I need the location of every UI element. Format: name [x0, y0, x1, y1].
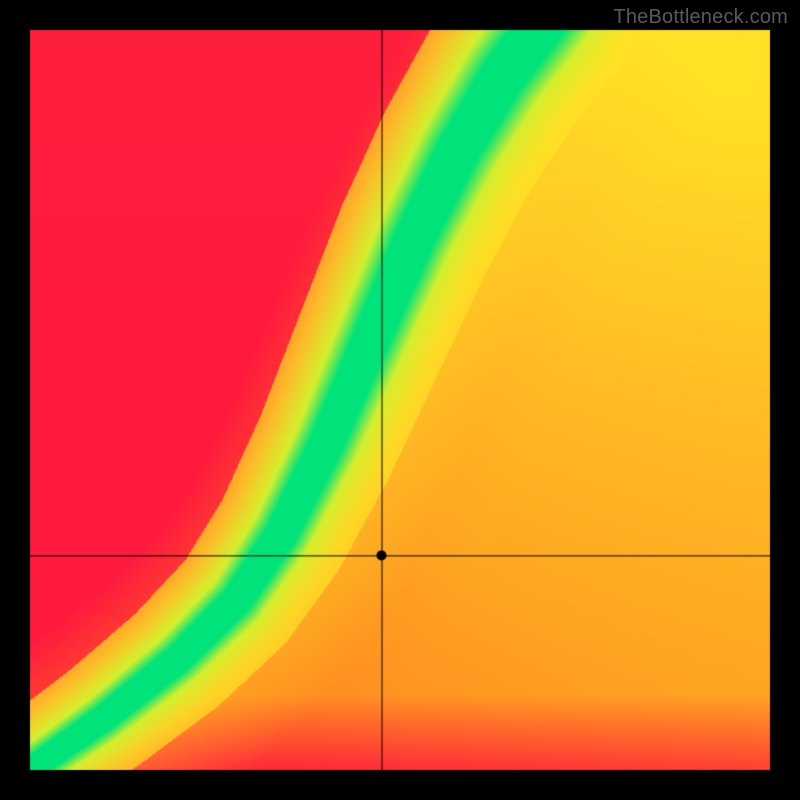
bottleneck-heatmap [0, 0, 800, 800]
watermark-text: TheBottleneck.com [613, 6, 788, 29]
